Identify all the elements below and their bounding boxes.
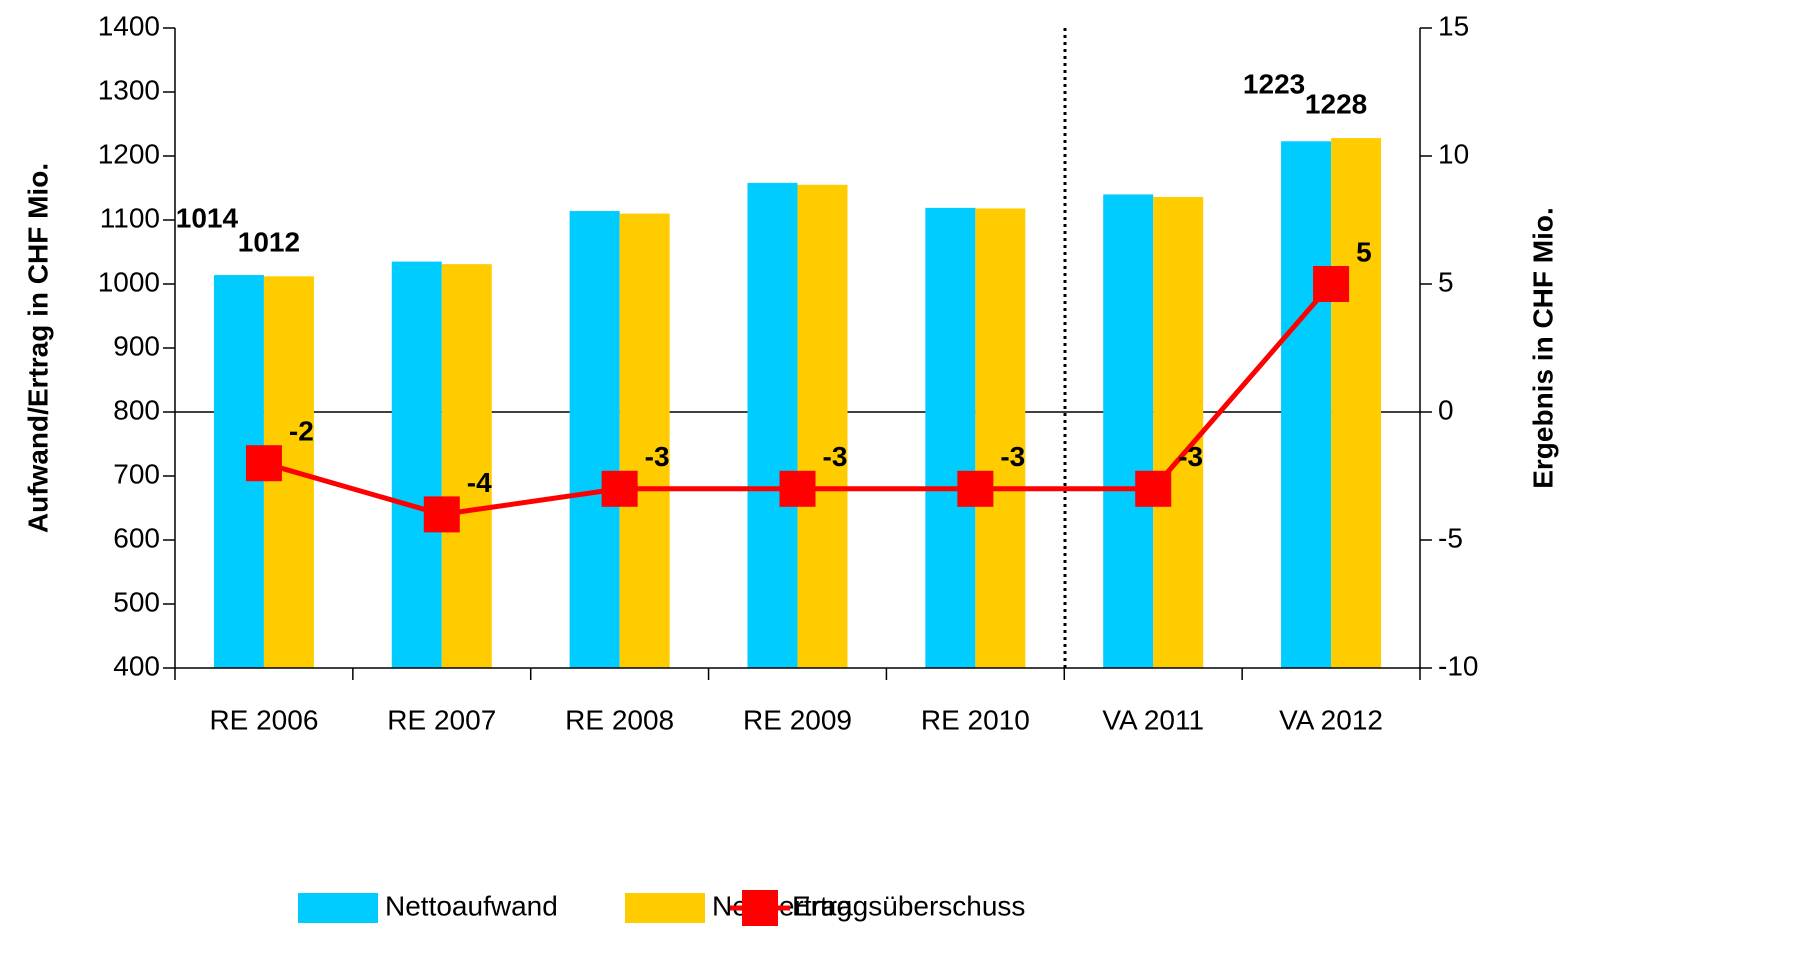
y2-tick-label: 0 [1438, 394, 1454, 425]
bar [441, 264, 492, 668]
y2-tick-label: 15 [1438, 10, 1469, 41]
data-label: -3 [645, 441, 670, 472]
y-tick-label: 900 [113, 330, 160, 361]
bar [1331, 138, 1382, 668]
legend-label: Ertragsüberschuss [792, 890, 1025, 921]
y-tick-label: 1300 [98, 74, 160, 105]
marker [423, 496, 460, 533]
data-label: -3 [1178, 441, 1203, 472]
y-axis-title: Aufwand/Ertrag in CHF Mio. [22, 163, 53, 533]
bar [747, 182, 798, 668]
bar [619, 213, 670, 668]
marker [1313, 266, 1350, 302]
marker [601, 470, 638, 507]
y-tick-label: 1200 [98, 138, 160, 169]
y2-tick-label: 10 [1438, 138, 1469, 169]
data-label: 1223 [1243, 69, 1305, 100]
legend-label: Nettoaufwand [385, 890, 558, 921]
bar [391, 261, 442, 668]
data-label: 1014 [176, 202, 239, 233]
x-tick-label: RE 2010 [921, 704, 1030, 735]
marker [245, 445, 282, 482]
x-tick-label: VA 2011 [1102, 704, 1204, 735]
y-tick-label: 800 [113, 394, 160, 425]
data-label: 5 [1356, 236, 1372, 267]
bar [1281, 141, 1332, 668]
data-label: 1228 [1305, 88, 1367, 119]
x-tick-label: RE 2007 [387, 704, 496, 735]
y2-axis-title: Ergebnis in CHF Mio. [1527, 207, 1558, 489]
y-tick-label: 500 [113, 586, 160, 617]
x-tick-label: RE 2008 [565, 704, 674, 735]
bar [925, 207, 976, 668]
y-tick-label: 400 [113, 650, 160, 681]
y-tick-label: 700 [113, 458, 160, 489]
bar [1103, 194, 1154, 668]
data-label: -3 [1000, 441, 1025, 472]
data-label: -3 [823, 441, 848, 472]
marker [779, 470, 816, 507]
y-tick-label: 600 [113, 522, 160, 553]
y2-tick-label: -10 [1438, 650, 1478, 681]
bar [1153, 196, 1204, 668]
bar [569, 211, 620, 669]
legend-marker [742, 890, 778, 926]
data-label: -4 [467, 467, 492, 498]
data-label: -2 [289, 416, 314, 447]
y2-tick-label: 5 [1438, 266, 1454, 297]
data-label: 1012 [238, 227, 300, 258]
x-tick-label: RE 2009 [743, 704, 852, 735]
x-tick-label: RE 2006 [209, 704, 318, 735]
marker [957, 470, 994, 507]
bar [975, 208, 1026, 669]
legend-swatch [298, 893, 378, 923]
marker [1135, 470, 1172, 507]
y-tick-label: 1100 [100, 202, 160, 233]
y-tick-label: 1000 [98, 266, 160, 297]
y2-tick-label: -5 [1438, 522, 1463, 553]
legend-swatch [625, 893, 705, 923]
y-tick-label: 1400 [98, 10, 160, 41]
bar [797, 184, 848, 669]
x-tick-label: VA 2012 [1279, 704, 1383, 735]
